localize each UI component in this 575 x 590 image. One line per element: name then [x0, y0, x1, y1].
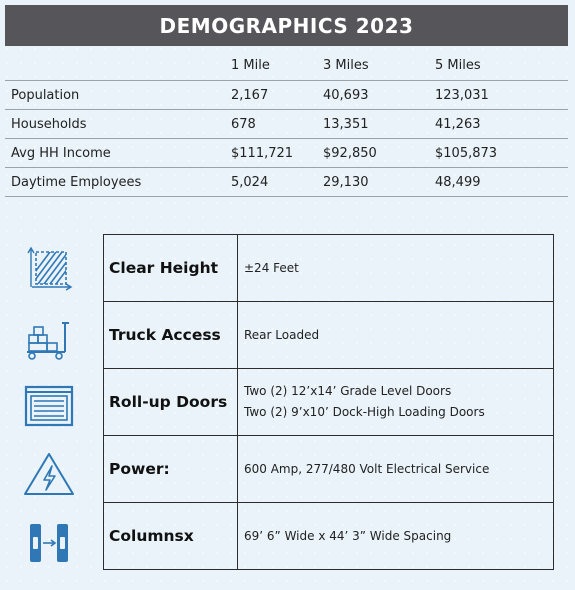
feature-value-line: 600 Amp, 277/480 Volt Electrical Service — [244, 461, 490, 476]
table-header-row: 1 Mile 3 Miles 5 Miles — [5, 50, 568, 81]
feature-value-line: 69’ 6” Wide x 44’ 3” Wide Spacing — [244, 528, 452, 543]
cell-3-miles: $92,850 — [317, 138, 429, 168]
header-cell-empty — [5, 50, 225, 81]
row-label: Population — [5, 80, 225, 110]
header-cell-1-mile: 1 Mile — [225, 50, 317, 81]
feature-value: Two (2) 12’x14’ Grade Level Doors Two (2… — [237, 368, 554, 436]
power-icon — [19, 450, 79, 500]
demographics-table: 1 Mile 3 Miles 5 Miles Population 2,167 … — [5, 50, 568, 197]
table-row: Households 678 13,351 41,263 — [5, 109, 568, 139]
feature-row-power: Power: 600 Amp, 277/480 Volt Electrical … — [103, 435, 554, 503]
feature-label: Power: — [103, 435, 238, 503]
cell-5-miles: 41,263 — [429, 109, 568, 139]
feature-row-clear-height: Clear Height ±24 Feet — [103, 234, 554, 302]
header-cell-5-miles: 5 Miles — [429, 50, 568, 81]
cell-5-miles: 123,031 — [429, 80, 568, 110]
feature-value: Rear Loaded — [237, 301, 554, 369]
header-cell-3-miles: 3 Miles — [317, 50, 429, 81]
feature-value-line: ±24 Feet — [244, 260, 299, 275]
cell-5-miles: $105,873 — [429, 138, 568, 168]
feature-label: Clear Height — [103, 234, 238, 302]
cell-5-miles: 48,499 — [429, 167, 568, 197]
feature-label: Truck Access — [103, 301, 238, 369]
truck-access-icon — [19, 313, 79, 363]
table-row: Daytime Employees 5,024 29,130 48,499 — [5, 167, 568, 197]
cell-1-mile: 5,024 — [225, 167, 317, 197]
table-row: Population 2,167 40,693 123,031 — [5, 80, 568, 110]
cell-3-miles: 40,693 — [317, 80, 429, 110]
page-title: DEMOGRAPHICS 2023 — [159, 13, 414, 38]
feature-value: 600 Amp, 277/480 Volt Electrical Service — [237, 435, 554, 503]
cell-1-mile: $111,721 — [225, 138, 317, 168]
table-row: Avg HH Income $111,721 $92,850 $105,873 — [5, 138, 568, 168]
feature-value-line: Two (2) 9’x10’ Dock-High Loading Doors — [244, 405, 485, 419]
cell-3-miles: 13,351 — [317, 109, 429, 139]
row-label: Households — [5, 109, 225, 139]
columns-icon — [19, 518, 79, 568]
features-table: Clear Height ±24 Feet Truck Access Rear … — [103, 234, 554, 570]
feature-label: Roll-up Doors — [103, 368, 238, 436]
row-label: Daytime Employees — [5, 167, 225, 197]
cell-3-miles: 29,130 — [317, 167, 429, 197]
feature-value-line: Two (2) 12’x14’ Grade Level Doors — [244, 384, 452, 398]
feature-row-roll-up-doors: Roll-up Doors Two (2) 12’x14’ Grade Leve… — [103, 368, 554, 436]
feature-value-line: Rear Loaded — [244, 327, 320, 342]
title-bar: DEMOGRAPHICS 2023 — [5, 5, 568, 46]
clear-height-icon — [19, 243, 79, 293]
feature-value: ±24 Feet — [237, 234, 554, 302]
cell-1-mile: 2,167 — [225, 80, 317, 110]
feature-label: Columnsx — [103, 502, 238, 570]
feature-value: 69’ 6” Wide x 44’ 3” Wide Spacing — [237, 502, 554, 570]
cell-1-mile: 678 — [225, 109, 317, 139]
roll-up-door-icon — [19, 381, 79, 431]
row-label: Avg HH Income — [5, 138, 225, 168]
feature-row-columns: Columnsx 69’ 6” Wide x 44’ 3” Wide Spaci… — [103, 502, 554, 570]
feature-row-truck-access: Truck Access Rear Loaded — [103, 301, 554, 369]
